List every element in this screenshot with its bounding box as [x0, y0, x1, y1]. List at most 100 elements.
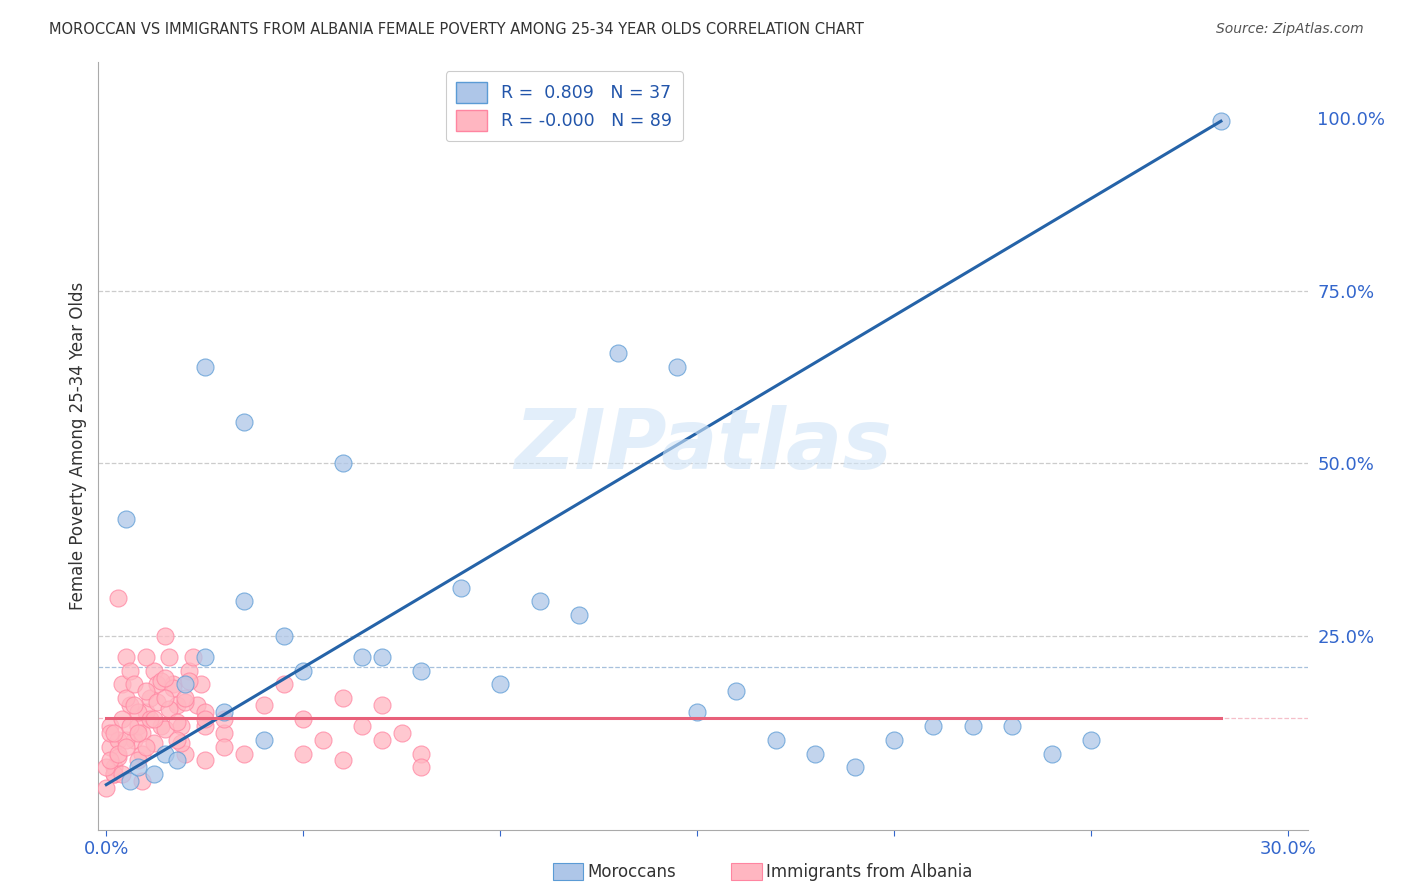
Point: [98, 719, 121, 733]
Point: [103, 767, 125, 781]
Point: [181, 649, 204, 664]
Point: [155, 629, 177, 643]
Point: [103, 760, 125, 774]
Point: [1001, 719, 1024, 733]
Point: [411, 747, 433, 761]
Point: [332, 456, 354, 470]
Point: [371, 732, 394, 747]
Point: [273, 677, 295, 691]
Point: [138, 712, 160, 726]
Point: [127, 719, 149, 733]
Point: [98, 726, 121, 740]
Point: [142, 767, 165, 781]
Point: [150, 673, 173, 688]
Point: [233, 594, 256, 608]
Point: [166, 715, 188, 730]
Text: MOROCCAN VS IMMIGRANTS FROM ALBANIA FEMALE POVERTY AMONG 25-34 YEAR OLDS CORRELA: MOROCCAN VS IMMIGRANTS FROM ALBANIA FEMA…: [49, 22, 865, 37]
Point: [170, 719, 193, 733]
Point: [194, 719, 217, 733]
Point: [111, 712, 134, 726]
Point: [292, 664, 315, 678]
Text: ZIPatlas: ZIPatlas: [515, 406, 891, 486]
Point: [450, 581, 472, 595]
Point: [142, 712, 165, 726]
Point: [177, 664, 200, 678]
Point: [292, 747, 315, 761]
Point: [127, 760, 149, 774]
Point: [1080, 732, 1102, 747]
Point: [118, 698, 141, 713]
Point: [174, 691, 197, 706]
Point: [155, 747, 177, 761]
Legend: R =  0.809   N = 37, R = -0.000   N = 89: R = 0.809 N = 37, R = -0.000 N = 89: [446, 71, 683, 141]
Point: [174, 695, 197, 709]
Point: [765, 732, 787, 747]
Point: [166, 732, 188, 747]
Point: [131, 747, 153, 761]
Point: [489, 677, 512, 691]
Point: [155, 691, 177, 706]
Point: [111, 767, 134, 781]
Point: [115, 649, 138, 664]
Point: [157, 649, 180, 664]
Point: [115, 691, 138, 706]
Point: [155, 671, 177, 685]
Text: Immigrants from Albania: Immigrants from Albania: [766, 863, 973, 881]
Point: [135, 684, 157, 698]
Point: [194, 359, 217, 374]
Point: [214, 726, 236, 740]
Point: [131, 774, 153, 789]
Point: [312, 732, 335, 747]
Point: [96, 760, 118, 774]
Point: [96, 781, 118, 796]
Point: [190, 677, 212, 691]
Point: [138, 691, 160, 706]
Point: [371, 698, 394, 713]
Point: [332, 754, 354, 768]
Point: [122, 698, 145, 713]
Point: [127, 705, 149, 719]
Point: [122, 677, 145, 691]
Point: [883, 732, 905, 747]
Point: [127, 754, 149, 768]
Point: [233, 747, 256, 761]
Point: [411, 760, 433, 774]
Point: [107, 591, 129, 605]
Point: [162, 681, 184, 695]
Point: [194, 712, 217, 726]
Point: [135, 739, 157, 754]
Point: [686, 705, 709, 719]
Point: [146, 695, 169, 709]
Point: [253, 698, 276, 713]
Point: [127, 726, 149, 740]
Point: [725, 684, 748, 698]
Text: Moroccans: Moroccans: [588, 863, 676, 881]
Point: [352, 719, 374, 733]
Point: [142, 736, 165, 750]
Point: [135, 649, 157, 664]
Point: [292, 712, 315, 726]
Point: [166, 754, 188, 768]
Y-axis label: Female Poverty Among 25-34 Year Olds: Female Poverty Among 25-34 Year Olds: [69, 282, 87, 610]
Point: [107, 747, 129, 761]
Point: [107, 750, 129, 764]
Point: [146, 677, 169, 691]
Point: [162, 677, 184, 691]
Point: [607, 345, 630, 359]
Point: [214, 739, 236, 754]
Point: [194, 754, 217, 768]
Point: [98, 754, 121, 768]
Point: [174, 677, 197, 691]
Point: [174, 747, 197, 761]
Point: [115, 732, 138, 747]
Point: [131, 726, 153, 740]
Point: [214, 705, 236, 719]
Text: Source: ZipAtlas.com: Source: ZipAtlas.com: [1216, 22, 1364, 37]
Point: [352, 649, 374, 664]
Point: [111, 677, 134, 691]
Point: [844, 760, 866, 774]
Point: [273, 629, 295, 643]
Point: [253, 732, 276, 747]
Point: [115, 511, 138, 525]
Point: [332, 691, 354, 706]
